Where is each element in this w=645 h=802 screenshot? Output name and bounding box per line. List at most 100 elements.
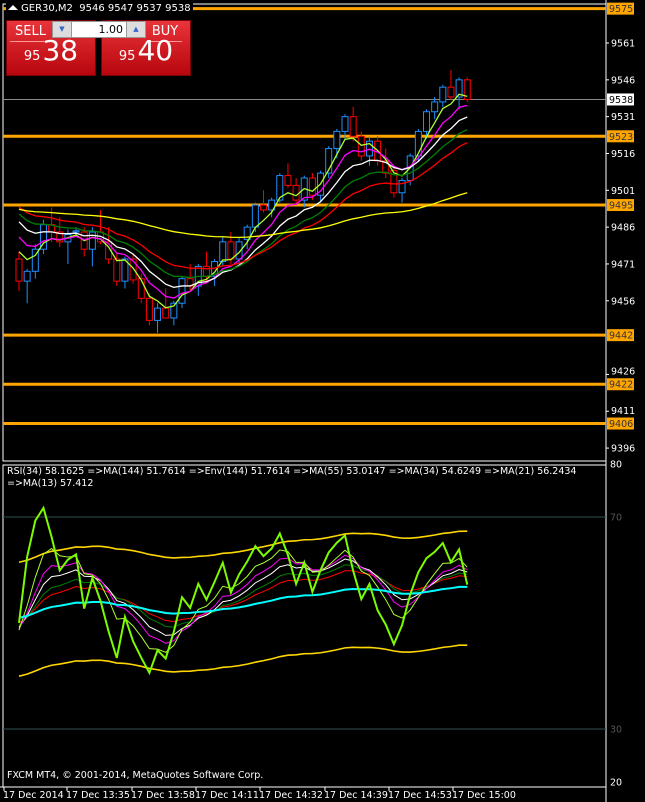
time-tick-label: 17 Dec 13:58 — [131, 790, 195, 801]
candle-body — [463, 79, 471, 100]
candle-body — [333, 130, 341, 150]
price-level-badge — [607, 329, 634, 342]
candle-body — [341, 116, 349, 132]
price-tick-label: 9501 — [611, 186, 635, 197]
candle-body — [113, 258, 121, 282]
rsi-envelope-lower — [18, 644, 468, 677]
time-tick-label: 17 Dec 14:53 — [388, 790, 452, 801]
candle-body — [88, 231, 96, 250]
candle-body — [15, 258, 23, 282]
price-tick-label: 9471 — [611, 259, 635, 270]
candle-body — [219, 241, 227, 262]
candle-body — [260, 204, 267, 211]
sell-price: 9538 — [23, 34, 79, 67]
candle-body — [455, 79, 463, 98]
price-tick-label: 9411 — [611, 406, 635, 417]
buy-button[interactable]: BUY 9540 — [101, 20, 191, 76]
rsi-tick-label: 20 — [610, 778, 622, 789]
candle-body — [23, 270, 31, 282]
candle-body — [276, 175, 284, 201]
copyright-label: FXCM MT4, © 2001-2014, MetaQuotes Softwa… — [7, 770, 264, 781]
price-level-label: 9523 — [609, 132, 633, 143]
symbol-label: GER30,M2 — [21, 3, 73, 14]
lot-size-input[interactable]: ▼ 1.00 ▲ — [52, 21, 146, 38]
candle-body — [431, 101, 439, 113]
candle-body — [325, 148, 333, 174]
candle-body — [423, 111, 430, 132]
candle-body — [129, 258, 137, 281]
price-level-badge — [607, 2, 634, 15]
candle-body — [382, 160, 390, 174]
rsi-panel-frame — [2, 464, 607, 788]
price-tick-label: 9546 — [611, 75, 635, 86]
increase-lot-icon[interactable]: ▲ — [126, 22, 145, 37]
candle-body — [439, 86, 447, 103]
candle-body — [414, 130, 422, 157]
candle-body — [170, 302, 178, 319]
candle-body — [137, 278, 145, 299]
price-level-badge — [607, 417, 634, 430]
candle-body — [227, 241, 235, 260]
candle-body — [390, 170, 398, 194]
time-tick-label: 17 Dec 14:11 — [195, 790, 259, 801]
current-price-badge — [607, 93, 634, 106]
candle-body — [56, 231, 64, 243]
ohlc-label: 9546 9547 9537 9538 — [79, 3, 191, 14]
rsi-moving-average — [18, 570, 468, 624]
price-level-badge — [607, 130, 634, 143]
price-tick-label: 9486 — [611, 223, 635, 234]
buy-label: BUY — [148, 23, 182, 42]
buy-price: 9540 — [118, 34, 174, 67]
candle-body — [235, 241, 243, 260]
price-level-label: 9442 — [609, 331, 633, 342]
rsi-ma144-line — [18, 585, 468, 619]
candle-body — [162, 307, 170, 319]
price-tick-label: 9516 — [611, 149, 635, 160]
candle-body — [357, 135, 365, 157]
one-click-trading-panel: SELL 9538 BUY 9540 ▼ 1.00 ▲ — [6, 20, 193, 76]
candle-body — [145, 297, 153, 321]
candle-body — [72, 230, 80, 233]
candle-body — [284, 175, 292, 186]
price-level-badge — [607, 378, 634, 391]
price-tick-label: 9396 — [611, 444, 635, 455]
sell-label: SELL — [10, 23, 55, 42]
candle-body — [154, 307, 162, 321]
rsi-line — [18, 505, 469, 676]
rsi-tick-label: 30 — [610, 725, 622, 736]
price-level-label: 9406 — [609, 419, 633, 430]
price-level-badge — [607, 199, 634, 212]
current-price-label: 9538 — [609, 95, 633, 106]
candle-body — [178, 278, 186, 304]
candle-body — [105, 241, 113, 260]
candle-body — [398, 179, 406, 194]
time-tick-label: 17 Dec 15:00 — [452, 790, 516, 801]
moving-average-line — [18, 192, 468, 239]
price-level-label: 9422 — [609, 380, 633, 391]
time-tick-label: 17 Dec 2014 — [3, 790, 64, 801]
price-tick-label: 9531 — [611, 112, 635, 123]
rsi-legend: RSI(34) 58.1625 =>MA(144) 51.7614 =>Env(… — [7, 466, 577, 489]
moving-average-line — [18, 104, 468, 299]
triangle-up-icon[interactable] — [8, 5, 18, 10]
rsi-tick-label: 80 — [610, 460, 622, 471]
candle-body — [447, 86, 455, 98]
candle-body — [202, 265, 210, 277]
price-tick-label: 9561 — [611, 39, 635, 50]
moving-average-line — [18, 93, 468, 309]
rsi-moving-average — [18, 554, 468, 644]
rsi-moving-average — [18, 547, 468, 653]
time-tick-label: 17 Dec 14:32 — [259, 790, 323, 801]
rsi-tick-label: 70 — [610, 513, 622, 524]
candle-body — [121, 258, 129, 282]
decrease-lot-icon[interactable]: ▼ — [53, 22, 72, 37]
time-tick-label: 17 Dec 14:39 — [324, 790, 388, 801]
price-tick-label: 9426 — [611, 367, 635, 378]
price-level-label: 9495 — [609, 201, 633, 212]
candle-body — [292, 184, 300, 201]
candle-body — [243, 226, 251, 240]
chart-title: GER30,M2 9546 9547 9537 9538 — [6, 3, 193, 14]
moving-average-line — [18, 142, 468, 270]
moving-average-line — [18, 128, 468, 279]
